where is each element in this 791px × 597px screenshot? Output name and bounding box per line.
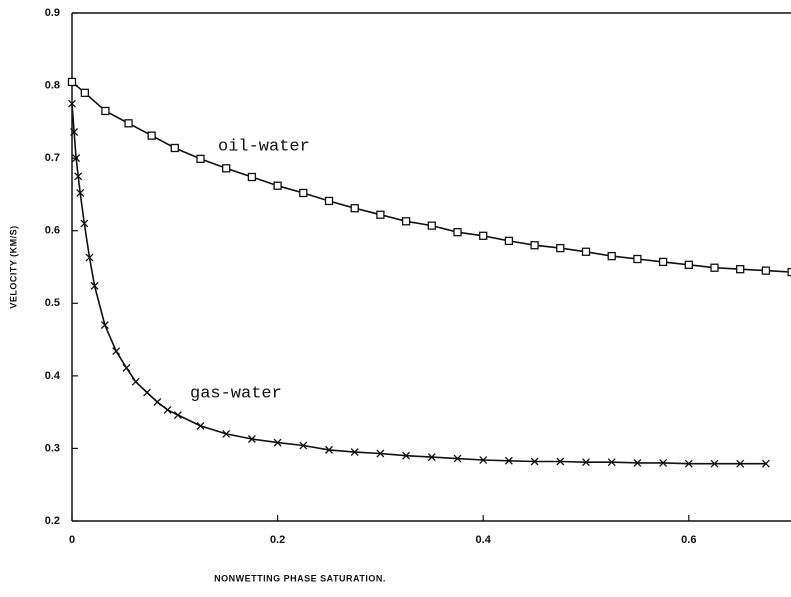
- marker: [787, 267, 791, 277]
- marker: [131, 377, 140, 386]
- marker: [633, 458, 642, 467]
- marker: [761, 459, 770, 468]
- marker: [273, 438, 282, 447]
- marker: [658, 257, 668, 267]
- marker: [633, 254, 642, 264]
- marker: [556, 457, 565, 466]
- marker: [196, 421, 205, 430]
- marker: [124, 119, 133, 128]
- marker: [68, 99, 76, 108]
- series-annotation: gas-water: [190, 384, 282, 403]
- marker: [376, 210, 385, 219]
- marker: [350, 448, 359, 457]
- marker: [76, 189, 85, 197]
- marker: [324, 196, 334, 206]
- marker: [479, 231, 488, 240]
- marker: [147, 131, 156, 140]
- marker: [299, 441, 308, 450]
- marker: [607, 458, 616, 467]
- marker: [581, 247, 591, 256]
- marker: [761, 266, 771, 275]
- marker: [100, 321, 109, 330]
- marker: [582, 458, 590, 467]
- marker: [710, 459, 719, 468]
- marker: [710, 263, 719, 272]
- series-annotation: oil-water: [218, 137, 310, 156]
- marker: [350, 204, 359, 213]
- marker: [427, 453, 436, 462]
- marker: [170, 143, 179, 153]
- marker: [659, 458, 668, 467]
- y-tick-label: 0.7: [45, 152, 60, 164]
- marker: [273, 181, 282, 190]
- marker: [247, 435, 256, 443]
- marker: [143, 388, 152, 397]
- marker: [684, 459, 693, 468]
- marker: [163, 406, 172, 414]
- marker: [427, 221, 436, 230]
- y-tick-label: 0.9: [45, 7, 60, 19]
- marker: [74, 172, 83, 181]
- marker: [530, 457, 539, 466]
- marker: [67, 77, 77, 87]
- marker: [376, 449, 385, 458]
- marker: [325, 445, 333, 454]
- marker: [122, 363, 131, 372]
- x-axis-label: NONWETTING PHASE SATURATION.: [214, 573, 386, 583]
- marker: [80, 88, 89, 97]
- y-tick-label: 0.4: [45, 370, 61, 382]
- marker: [736, 459, 745, 468]
- marker: [80, 219, 89, 228]
- marker: [85, 253, 94, 262]
- marker: [607, 251, 616, 261]
- marker: [222, 164, 231, 173]
- marker: [173, 411, 182, 420]
- x-tick-label: 0.2: [270, 534, 285, 546]
- y-tick-label: 0.6: [45, 225, 60, 237]
- marker: [556, 243, 565, 253]
- marker: [222, 429, 231, 438]
- x-tick-label: 0.6: [681, 534, 696, 546]
- y-tick-label: 0.2: [45, 515, 60, 527]
- marker: [453, 454, 462, 463]
- marker: [153, 398, 162, 406]
- marker: [402, 451, 411, 460]
- y-tick-label: 0.3: [45, 442, 60, 454]
- series-line: [71, 81, 791, 273]
- marker: [247, 172, 257, 182]
- marker: [736, 265, 745, 274]
- marker: [196, 154, 205, 164]
- marker: [453, 228, 462, 237]
- marker: [504, 456, 513, 465]
- marker: [401, 217, 411, 226]
- y-tick-label: 0.8: [45, 79, 60, 91]
- marker: [479, 456, 488, 464]
- x-tick-label: 0: [69, 534, 75, 546]
- marker: [112, 347, 121, 356]
- series-line: [71, 103, 766, 465]
- marker: [72, 154, 81, 163]
- y-axis-label: VELOCITY (KM/S): [8, 225, 18, 308]
- y-tick-label: 0.5: [45, 297, 60, 309]
- x-tick-label: 0.4: [476, 534, 492, 546]
- marker: [90, 281, 99, 290]
- marker: [504, 236, 514, 246]
- marker: [101, 106, 110, 116]
- marker: [299, 188, 308, 198]
- marker: [530, 241, 539, 250]
- marker: [70, 128, 79, 136]
- marker: [684, 260, 693, 269]
